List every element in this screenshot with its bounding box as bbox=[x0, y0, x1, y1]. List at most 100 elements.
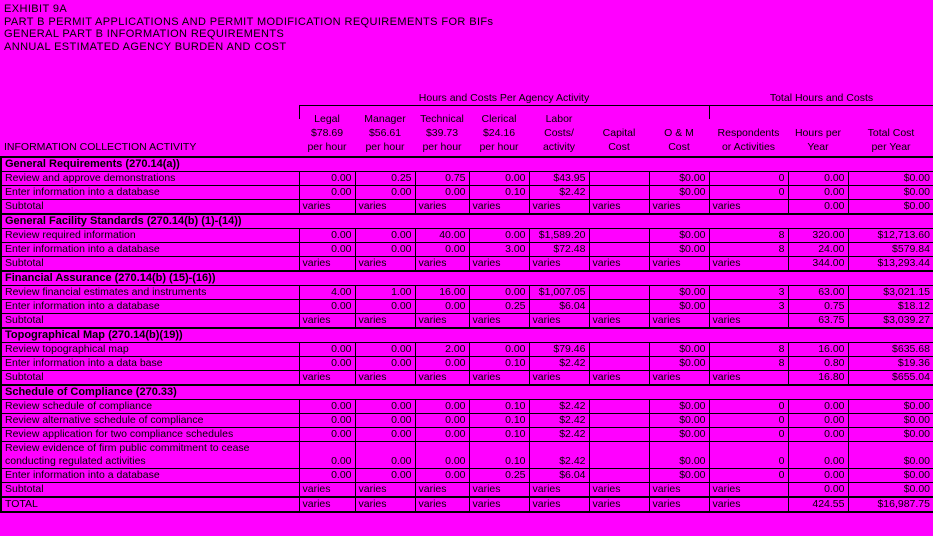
value-cell: varies bbox=[468, 199, 530, 215]
burden-cost-table: Hours and Costs Per Agency Activity Tota… bbox=[0, 89, 933, 513]
group-header-agency-activity: Hours and Costs Per Agency Activity bbox=[299, 89, 709, 106]
value-cell: $0.00 bbox=[648, 242, 710, 257]
activity-label: Review and approve demonstrations bbox=[0, 171, 300, 186]
value-cell: varies bbox=[588, 313, 650, 329]
value-cell: 0.00 bbox=[354, 242, 416, 257]
value-cell: 0.00 bbox=[298, 441, 356, 469]
column-header-technical: Technical $39.73 per hour bbox=[415, 105, 469, 157]
value-cell: 3 bbox=[708, 285, 789, 300]
value-cell: 0.00 bbox=[414, 242, 470, 257]
column-header-line: Cost bbox=[668, 141, 690, 153]
value-cell: 0.00 bbox=[354, 427, 416, 442]
value-cell: 0 bbox=[708, 399, 789, 414]
value-cell: varies bbox=[354, 482, 416, 498]
column-header-line: $56.61 bbox=[368, 127, 402, 139]
document-subtitle-2: GENERAL PART B INFORMATION REQUIREMENTS bbox=[4, 28, 285, 40]
value-cell: varies bbox=[648, 199, 710, 215]
section-title: General Facility Standards (270.14(b) (1… bbox=[0, 213, 933, 229]
value-cell: varies bbox=[528, 370, 590, 386]
value-cell bbox=[588, 413, 650, 428]
column-header-line bbox=[652, 112, 706, 126]
activity-row: Review alternative schedule of complianc… bbox=[0, 413, 933, 428]
value-cell: 0.00 bbox=[414, 356, 470, 371]
column-header-row: INFORMATION COLLECTION ACTIVITY Legal $78… bbox=[1, 105, 933, 157]
activity-label: Review required information bbox=[0, 228, 300, 243]
value-cell: varies bbox=[648, 370, 710, 386]
section-header-row: Financial Assurance (270.14(b) (15)-(16)… bbox=[0, 270, 933, 286]
value-cell: varies bbox=[528, 313, 590, 329]
value-cell: 0.80 bbox=[787, 356, 849, 371]
value-cell: $2.42 bbox=[528, 185, 590, 200]
value-cell bbox=[588, 171, 650, 186]
value-cell: 0.00 bbox=[468, 171, 530, 186]
value-cell bbox=[588, 242, 650, 257]
column-header-line: Labor bbox=[545, 113, 573, 125]
value-cell bbox=[588, 399, 650, 414]
value-cell: varies bbox=[468, 370, 530, 386]
value-cell: $0.00 bbox=[648, 342, 710, 357]
value-cell: varies bbox=[414, 370, 470, 386]
value-cell: $0.00 bbox=[847, 441, 933, 469]
value-cell: $18.12 bbox=[847, 299, 933, 314]
value-cell bbox=[588, 299, 650, 314]
value-cell: 0.00 bbox=[787, 427, 849, 442]
value-cell: 0.00 bbox=[298, 427, 356, 442]
value-cell: 2.00 bbox=[414, 342, 470, 357]
value-cell: 3.00 bbox=[468, 242, 530, 257]
activity-row: Review schedule of compliance 0.00 0.00 0.0… bbox=[0, 399, 933, 414]
value-cell: 0.00 bbox=[354, 356, 416, 371]
subtotal-row: Subtotal varies varies varies varies varies va… bbox=[0, 482, 933, 498]
value-cell: 0.00 bbox=[354, 468, 416, 483]
value-cell: $2.42 bbox=[528, 441, 590, 469]
activity-label: Review alternative schedule of complianc… bbox=[0, 413, 300, 428]
value-cell: $19.36 bbox=[847, 356, 933, 371]
activity-label: Subtotal bbox=[0, 482, 300, 498]
value-cell: $0.00 bbox=[847, 399, 933, 414]
value-cell: $0.00 bbox=[648, 185, 710, 200]
activity-row: Enter information into a data base 0.00 0.… bbox=[0, 356, 933, 371]
value-cell: $0.00 bbox=[648, 441, 710, 469]
activity-row: Enter information into a database 0.00 0.0… bbox=[0, 299, 933, 314]
activity-label: Review financial estimates and instrumen… bbox=[0, 285, 300, 300]
value-cell: 40.00 bbox=[414, 228, 470, 243]
activity-label: Subtotal bbox=[0, 370, 300, 386]
document-subtitle-3: ANNUAL ESTIMATED AGENCY BURDEN AND COST bbox=[4, 40, 287, 53]
activity-label: Enter information into a data base bbox=[0, 356, 300, 371]
activity-row: Review and approve demonstrations 0.00 0.2… bbox=[0, 171, 933, 186]
column-header-line: per hour bbox=[479, 141, 519, 153]
activity-row: Review application for two compliance sc… bbox=[0, 427, 933, 442]
subtotal-row: Subtotal varies varies varies varies varies va… bbox=[0, 199, 933, 215]
activity-label: TOTAL bbox=[0, 496, 300, 513]
column-header-legal: Legal $78.69 per hour bbox=[299, 105, 355, 157]
value-cell: varies bbox=[708, 199, 789, 215]
value-cell: varies bbox=[468, 256, 530, 272]
value-cell: $0.00 bbox=[847, 199, 933, 215]
value-cell: 0.00 bbox=[414, 413, 470, 428]
value-cell: $0.00 bbox=[847, 185, 933, 200]
column-header-capital-cost: Capital Cost bbox=[589, 105, 649, 157]
value-cell: $2.42 bbox=[528, 356, 590, 371]
value-cell: 0 bbox=[708, 468, 789, 483]
value-cell: 0.00 bbox=[354, 185, 416, 200]
activity-label: Enter information into a database bbox=[0, 242, 300, 257]
value-cell: $1,007.05 bbox=[528, 285, 590, 300]
value-cell: 0 bbox=[708, 441, 789, 469]
value-cell: 0.00 bbox=[354, 413, 416, 428]
value-cell: $0.00 bbox=[847, 482, 933, 498]
value-cell: varies bbox=[414, 256, 470, 272]
value-cell bbox=[588, 441, 650, 469]
value-cell: $0.00 bbox=[648, 285, 710, 300]
value-cell: 0.10 bbox=[468, 356, 530, 371]
value-cell: $6.04 bbox=[528, 299, 590, 314]
column-header-line bbox=[791, 112, 845, 126]
column-header-line: per hour bbox=[365, 141, 405, 153]
section-header-row: General Requirements (270.14(a)) bbox=[0, 156, 933, 172]
value-cell: $0.00 bbox=[648, 413, 710, 428]
value-cell: 0.00 bbox=[298, 468, 356, 483]
value-cell: $79.46 bbox=[528, 342, 590, 357]
value-cell: 0.00 bbox=[787, 441, 849, 469]
section-title: General Requirements (270.14(a)) bbox=[0, 156, 933, 172]
column-header-line: Respondents bbox=[717, 127, 780, 139]
activity-label: Enter information into a database bbox=[0, 185, 300, 200]
section-header-row: General Facility Standards (270.14(b) (1… bbox=[0, 213, 933, 229]
